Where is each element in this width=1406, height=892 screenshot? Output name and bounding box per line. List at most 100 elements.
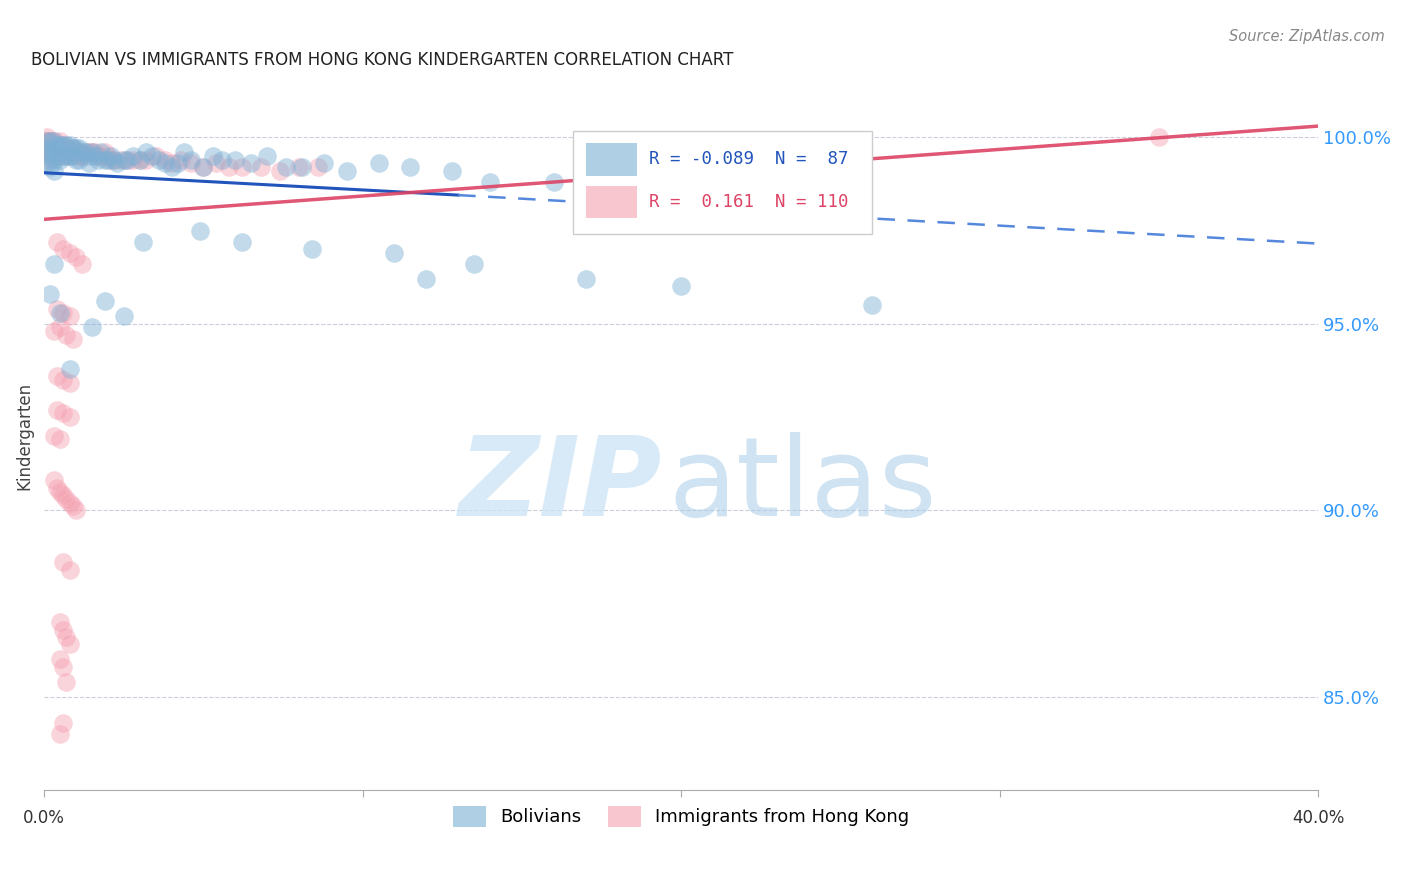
Point: [135, 145, 157, 160]
Point: [80, 145, 103, 160]
Point: [72, 257, 94, 271]
Point: [58, 149, 80, 163]
Point: [103, 153, 125, 167]
Point: [132, 235, 155, 249]
Point: [39, 287, 62, 301]
Point: [45, 137, 67, 152]
Point: [44, 145, 66, 160]
Point: [291, 160, 314, 174]
Point: [307, 160, 329, 174]
Point: [160, 156, 183, 170]
Point: [45, 149, 67, 163]
Point: [37, 130, 59, 145]
Point: [115, 153, 138, 167]
Text: 0.0%: 0.0%: [22, 808, 65, 827]
Point: [52, 660, 75, 674]
Point: [55, 674, 77, 689]
Bar: [585, 143, 637, 176]
Point: [90, 149, 112, 163]
Point: [52, 406, 75, 420]
Point: [52, 137, 75, 152]
Point: [65, 250, 87, 264]
Point: [45, 368, 67, 383]
Point: [39, 145, 62, 160]
Point: [669, 279, 692, 293]
Point: [62, 500, 84, 514]
Point: [52, 623, 75, 637]
Point: [153, 153, 176, 167]
Point: [37, 156, 59, 170]
Point: [48, 141, 70, 155]
Point: [543, 175, 565, 189]
Point: [39, 137, 62, 152]
Point: [58, 145, 80, 160]
Point: [55, 491, 77, 506]
Point: [84, 145, 107, 160]
Point: [654, 164, 676, 178]
Point: [35, 134, 58, 148]
Point: [336, 164, 359, 178]
Point: [574, 272, 596, 286]
Point: [173, 145, 195, 160]
Point: [62, 149, 84, 163]
Point: [860, 298, 883, 312]
Point: [65, 145, 87, 160]
Legend: Bolivians, Immigrants from Hong Kong: Bolivians, Immigrants from Hong Kong: [446, 798, 917, 834]
Point: [135, 153, 157, 167]
Bar: [585, 186, 637, 219]
Point: [60, 145, 83, 160]
Point: [58, 246, 80, 260]
Point: [606, 164, 628, 178]
Point: [463, 257, 485, 271]
Point: [39, 153, 62, 167]
Point: [193, 160, 215, 174]
Point: [52, 149, 75, 163]
Point: [37, 134, 59, 148]
Point: [45, 402, 67, 417]
Point: [55, 630, 77, 644]
Point: [49, 484, 72, 499]
Point: [112, 310, 135, 324]
Point: [38, 134, 60, 148]
Point: [42, 474, 65, 488]
Point: [53, 145, 76, 160]
Point: [201, 149, 224, 163]
Point: [128, 153, 150, 167]
Point: [37, 141, 59, 155]
Point: [65, 141, 87, 155]
Point: [180, 153, 202, 167]
Point: [269, 164, 291, 178]
Text: Source: ZipAtlas.com: Source: ZipAtlas.com: [1229, 29, 1385, 44]
Point: [52, 145, 75, 160]
Point: [49, 320, 72, 334]
Point: [112, 153, 135, 167]
Point: [141, 149, 163, 163]
Point: [180, 156, 202, 170]
Point: [42, 149, 65, 163]
Point: [39, 134, 62, 148]
Point: [276, 160, 298, 174]
Point: [90, 145, 112, 160]
Point: [44, 137, 66, 152]
Point: [384, 246, 406, 260]
Point: [35, 134, 58, 148]
Point: [93, 145, 115, 160]
Point: [37, 149, 59, 163]
Point: [35, 137, 58, 152]
Point: [62, 141, 84, 155]
Point: [58, 361, 80, 376]
Point: [58, 310, 80, 324]
Point: [62, 141, 84, 155]
Point: [66, 149, 89, 163]
Point: [97, 149, 120, 163]
Point: [39, 145, 62, 160]
Point: [49, 305, 72, 319]
Point: [301, 242, 323, 256]
Point: [52, 715, 75, 730]
Point: [52, 373, 75, 387]
Point: [63, 145, 86, 160]
Text: BOLIVIAN VS IMMIGRANTS FROM HONG KONG KINDERGARTEN CORRELATION CHART: BOLIVIAN VS IMMIGRANTS FROM HONG KONG KI…: [31, 51, 734, 69]
Point: [49, 137, 72, 152]
Point: [1147, 130, 1170, 145]
Point: [122, 153, 145, 167]
